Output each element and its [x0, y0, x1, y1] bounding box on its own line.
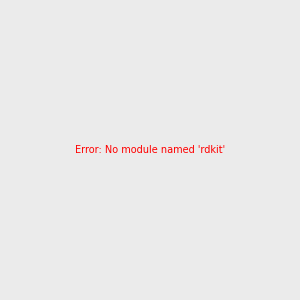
- Text: Error: No module named 'rdkit': Error: No module named 'rdkit': [75, 145, 225, 155]
